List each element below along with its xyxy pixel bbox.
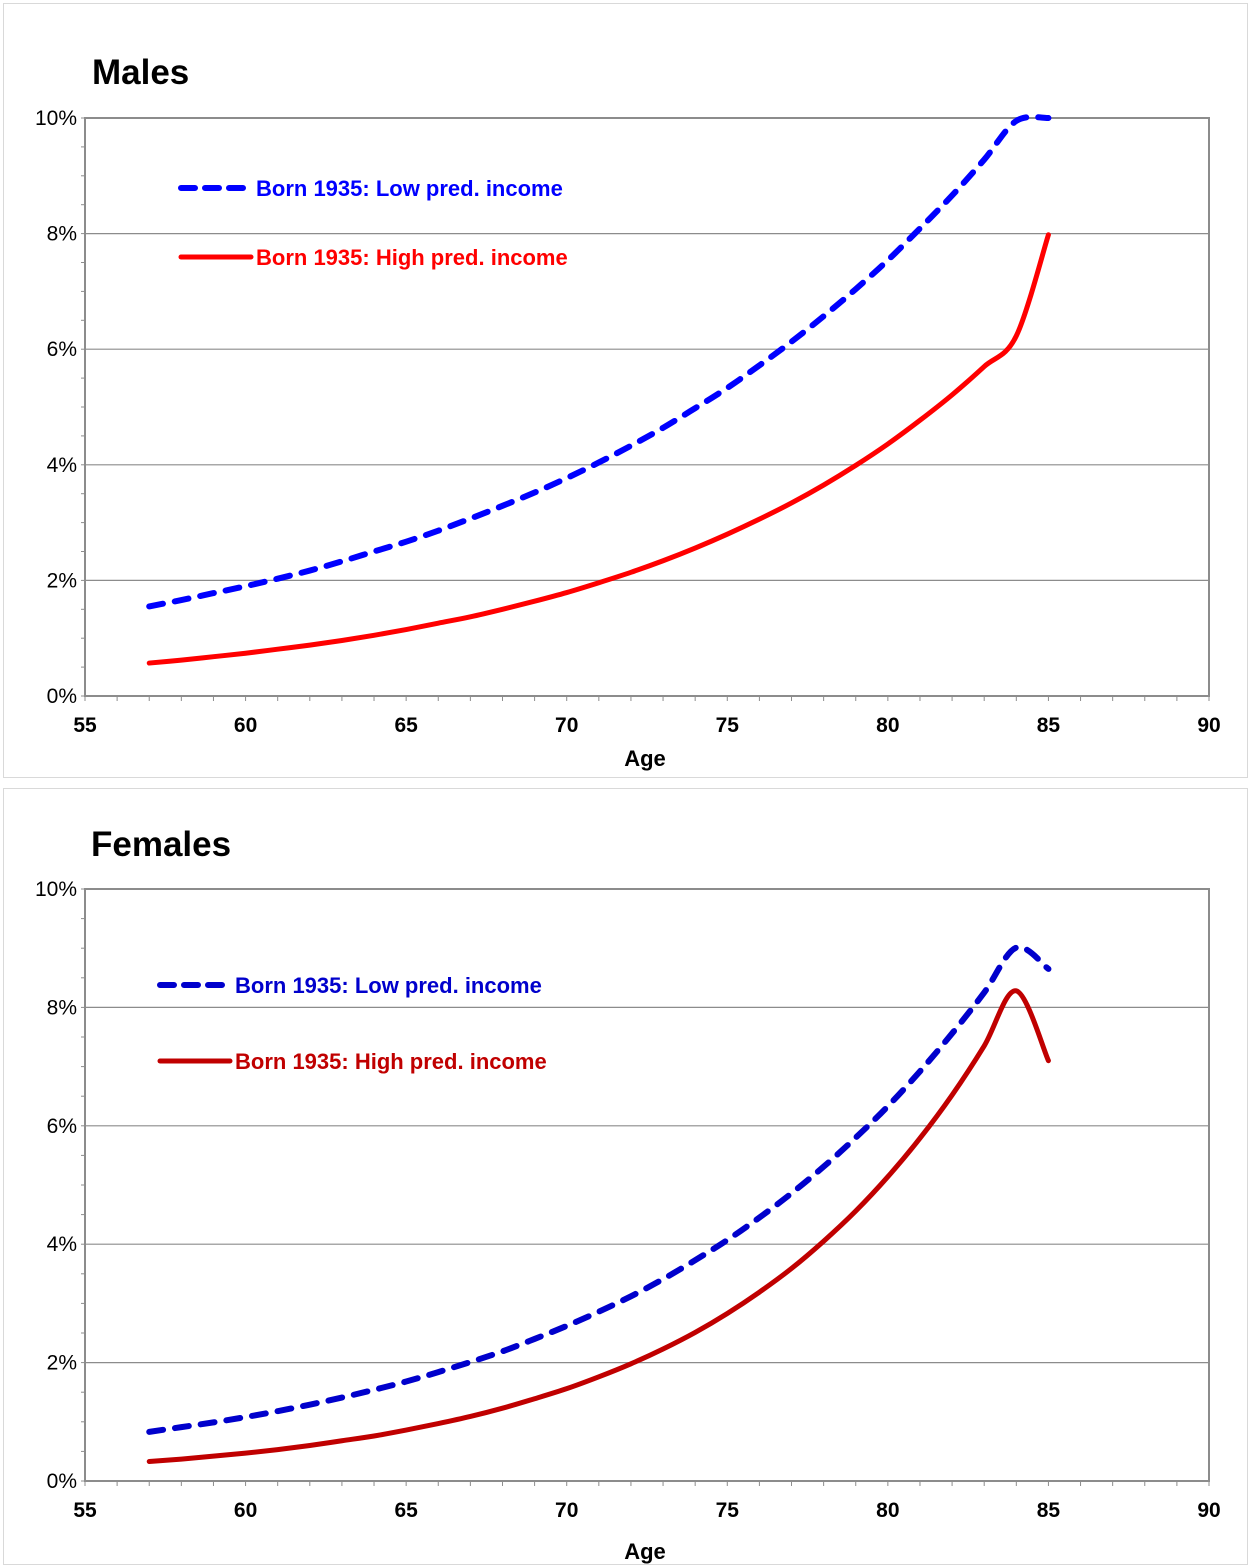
x-tick-label: 90 [1197,714,1220,737]
legend-label-low-income: Born 1935: Low pred. income [256,176,563,201]
x-tick-label: 60 [234,714,257,737]
y-tick-label: 10% [35,878,77,901]
x-tick-label: 55 [73,714,97,737]
x-axis-title: Age [624,1539,666,1564]
males-chart: Males 0% 2% 4% 6% 8% 10% 55 60 65 70 75 80 85 90 Born… [35,53,1221,771]
chart-title: Males [92,53,189,92]
y-tick-label: 6% [47,1115,77,1138]
y-tick-label: 10% [35,107,77,130]
females-chart: Females 0% 2% 4% 6% 8% 10% 55 60 65 70 75 80 85 90 Bo… [35,825,1221,1564]
x-tick-label: 65 [394,714,418,737]
x-tick-label: 60 [234,1499,257,1522]
y-tick-label: 6% [47,338,77,361]
x-tick-label: 75 [716,1499,740,1522]
x-tick-label: 65 [394,1499,418,1522]
x-tick-label: 75 [716,714,740,737]
x-axis-title: Age [624,746,666,771]
plot-area-border [84,117,1210,697]
x-tick-label: 70 [555,714,578,737]
x-tick-label: 85 [1037,714,1061,737]
series-line-low-income [146,944,1052,1435]
y-tick-label: 0% [47,685,77,708]
males-chart-panel: Males 0% 2% 4% 6% 8% 10% 55 60 65 70 75 80 85 90 Born… [3,3,1248,778]
females-chart-panel: Females 0% 2% 4% 6% 8% 10% 55 60 65 70 75 80 85 90 Bo… [3,788,1248,1565]
series-line-high-income [146,232,1051,666]
series-line-low-income [146,114,1052,610]
legend-label-low-income: Born 1935: Low pred. income [235,973,542,998]
legend-label-high-income: Born 1935: High pred. income [256,245,568,270]
plot-area-border [84,888,1210,1482]
x-tick-label: 90 [1197,1499,1220,1522]
x-tick-label: 80 [876,714,899,737]
x-tick-label: 80 [876,1499,899,1522]
chart-title: Females [91,825,231,864]
y-tick-label: 4% [47,1233,77,1256]
legend-label-high-income: Born 1935: High pred. income [235,1049,547,1074]
x-tick-label: 85 [1037,1499,1061,1522]
y-tick-label: 0% [47,1470,77,1493]
y-tick-label: 2% [47,1352,77,1375]
series-line-high-income [146,988,1051,1464]
y-tick-label: 2% [47,569,77,592]
x-tick-label: 55 [73,1499,97,1522]
x-tick-label: 70 [555,1499,578,1522]
y-tick-label: 4% [47,454,77,477]
y-tick-label: 8% [47,996,77,1019]
y-tick-label: 8% [47,223,77,246]
